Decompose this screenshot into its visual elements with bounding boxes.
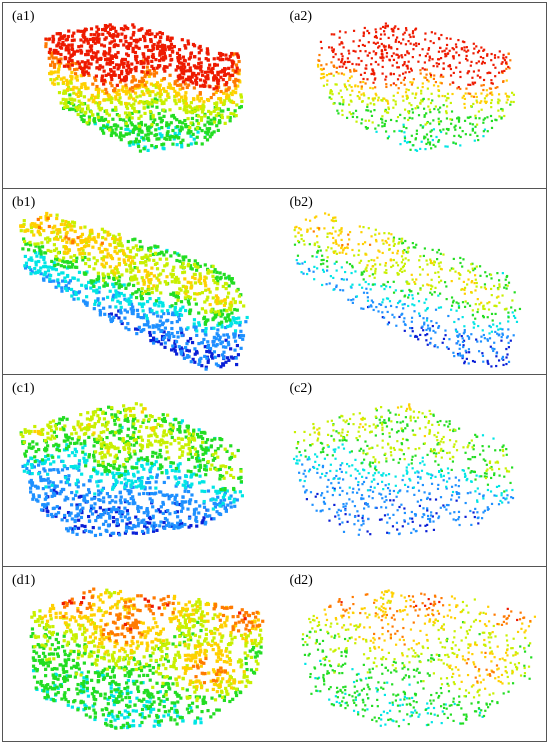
panel-a1: (a1) [3, 3, 275, 188]
figure-row-a: (a1) (a2) [3, 3, 546, 189]
panel-b1: (b1) [3, 189, 275, 374]
panel-label: (c1) [12, 381, 35, 396]
point-cloud-image [29, 587, 265, 730]
panel-c2: (c2) [275, 375, 547, 566]
panel-d2: (d2) [275, 567, 547, 741]
panel-c1: (c1) [3, 375, 275, 566]
point-cloud-image [316, 22, 515, 152]
panel-label: (a2) [289, 9, 313, 24]
point-cloud-image [44, 23, 244, 153]
panel-label: (d1) [12, 573, 36, 588]
point-cloud-image [293, 212, 521, 368]
figure-row-c: (c1) (c2) [3, 375, 546, 567]
panel-b2: (b2) [275, 189, 547, 374]
point-cloud-image [19, 211, 249, 371]
panel-label: (b2) [289, 195, 313, 210]
point-cloud-image [301, 589, 536, 728]
figure-row-d: (d1) (d2) [3, 567, 546, 741]
panel-label: (b1) [12, 195, 36, 210]
panel-label: (c2) [289, 381, 313, 396]
panel-d1: (d1) [3, 567, 275, 741]
point-cloud-image [292, 403, 514, 536]
figure-row-b: (b1) (b2) [3, 189, 546, 375]
panel-a2: (a2) [275, 3, 547, 188]
panel-label: (a1) [12, 9, 35, 24]
point-cloud-image [19, 402, 244, 538]
panel-label: (d2) [289, 573, 313, 588]
